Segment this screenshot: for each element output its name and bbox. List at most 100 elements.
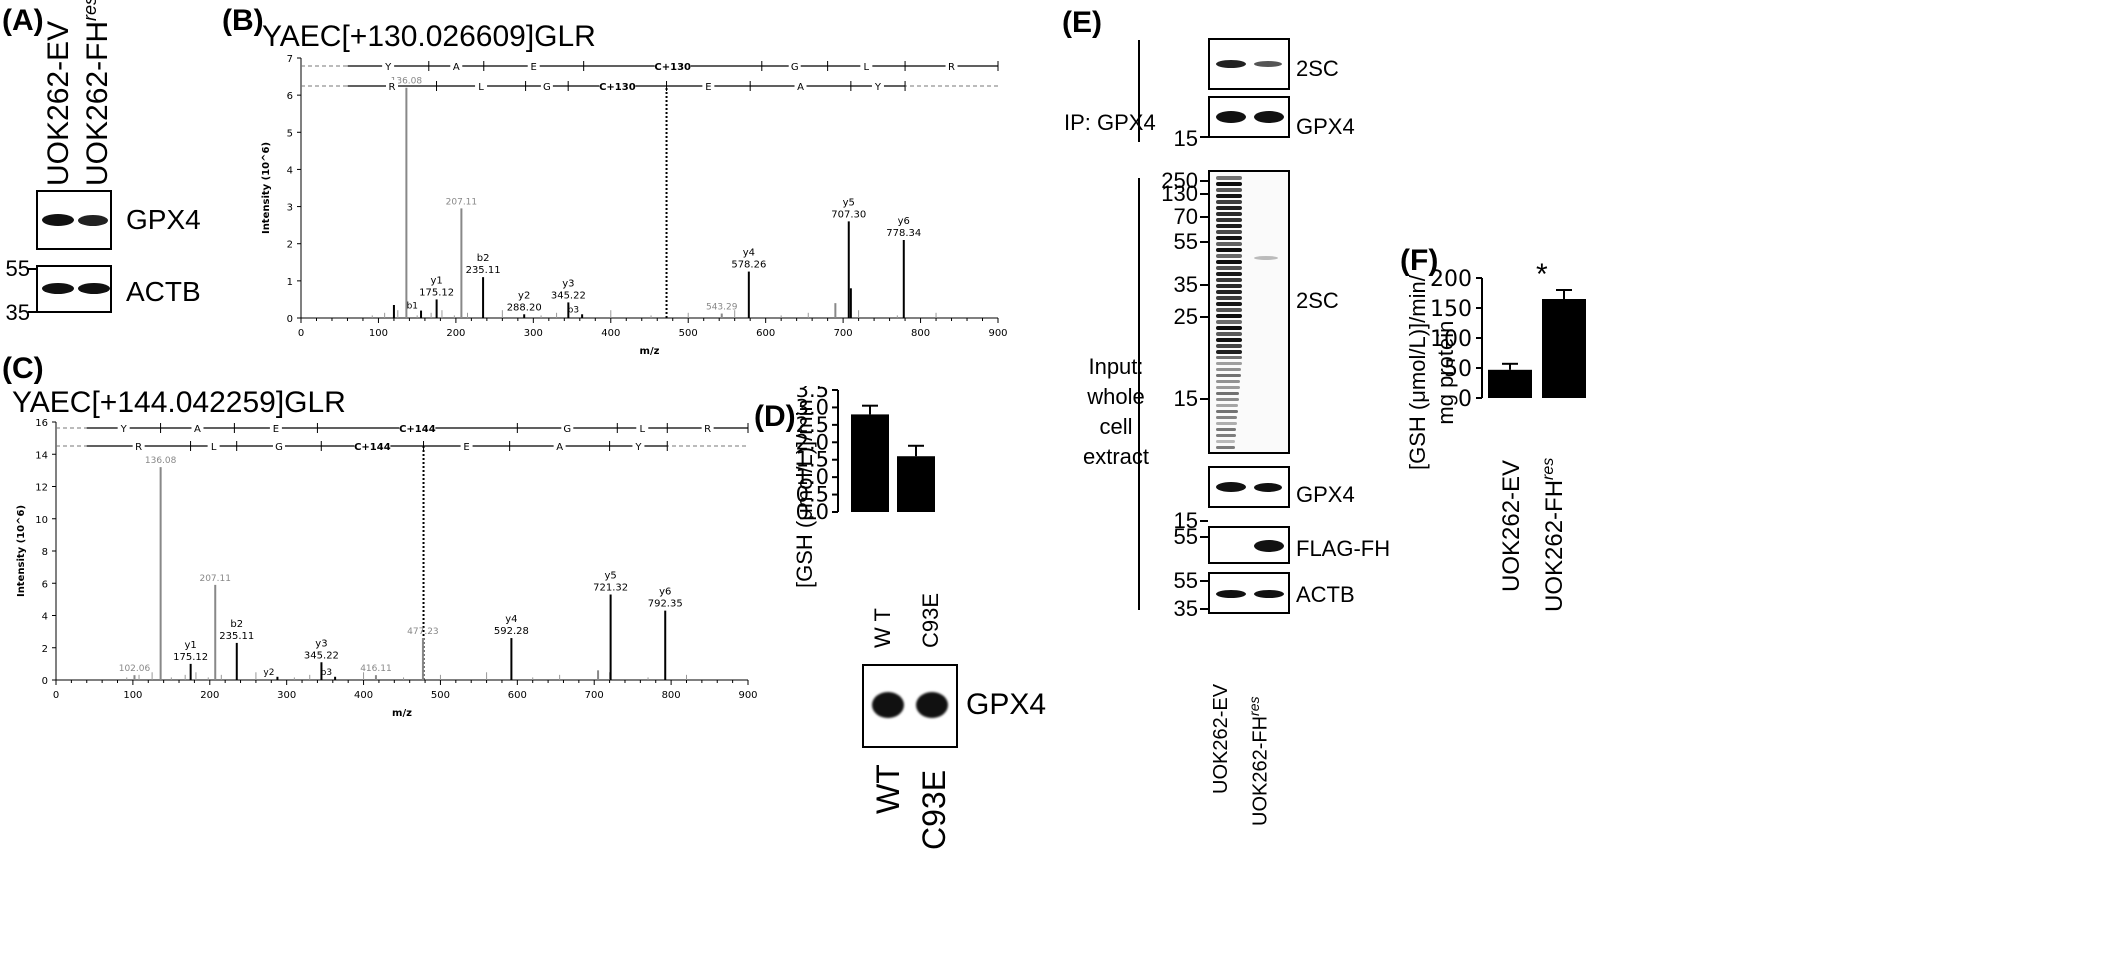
sequence-residue-bg: [794, 80, 807, 92]
panel-e-input-mw-tick: [1200, 284, 1208, 286]
sequence-residue-bg: [207, 440, 220, 452]
peak-label: y4: [743, 248, 755, 259]
peak-label: y2: [518, 290, 530, 301]
smear-band: [1216, 362, 1242, 365]
smear-band: [1216, 440, 1235, 443]
x-tick-label: 300: [277, 690, 296, 701]
x-tick-label: 200: [446, 328, 465, 339]
x-axis-label: m/z: [392, 708, 412, 719]
smear-band: [1216, 236, 1242, 240]
sequence-residue-bg: [460, 440, 473, 452]
smear-band: [1216, 326, 1242, 330]
smear-band: [1216, 194, 1242, 198]
sequence-residue-bg: [354, 440, 391, 452]
peak-label: 578.26: [731, 260, 766, 271]
panel-e-input-mw-label: 55: [1173, 229, 1198, 254]
bar: [1542, 299, 1586, 398]
smear-band: [1216, 218, 1242, 222]
smear-band: [1216, 350, 1242, 354]
panel-d-ylabel: [GSH (μmol/L)]/min: [792, 399, 817, 588]
sequence-residue: L: [478, 82, 484, 93]
x-tick-label: 400: [354, 690, 373, 701]
y-tick-label: 150: [1430, 297, 1472, 322]
panel-d-chart: 0.00.51.01.52.02.53.03.5: [796, 386, 935, 524]
x-tick-label: 900: [988, 328, 1007, 339]
x-tick-label: 800: [911, 328, 930, 339]
panel-a-gpx4-blot: [36, 190, 112, 250]
sequence-residue: R: [389, 82, 396, 93]
sequence-residue-bg: [702, 80, 715, 92]
sequence-residue-bg: [599, 80, 636, 92]
sequence-residue-bg: [475, 80, 488, 92]
panel-d-gpx4-label: GPX4: [966, 688, 1047, 721]
y-tick-label: 0: [1458, 387, 1472, 412]
smear-band: [1216, 212, 1242, 216]
panel-d-sig: *: [922, 470, 935, 506]
panel-d-gpx4-blot: [862, 664, 958, 748]
sequence-residue: G: [791, 62, 799, 73]
sequence-residue: Y: [634, 442, 642, 453]
peak-label: 477.23: [407, 627, 439, 637]
panel-e-ip-bracket: [1138, 40, 1140, 142]
sequence-residue: E: [705, 82, 711, 93]
panel-a-actb-label: ACTB: [126, 276, 201, 307]
x-tick-label: 100: [369, 328, 388, 339]
panel-e-ip-2sc-label: 2SC: [1296, 56, 1339, 81]
peak-label: 207.11: [446, 197, 478, 207]
y-tick-label: 7: [287, 54, 293, 65]
x-tick-label: 300: [524, 328, 543, 339]
y-tick-label: 4: [42, 612, 48, 623]
sequence-residue-bg: [527, 60, 540, 72]
sequence-residue-bg: [450, 60, 463, 72]
panel-e-lane-fhres: UOK262-FHres: [1246, 696, 1272, 826]
smear-band: [1216, 308, 1242, 312]
panel-c-spectrum: 0 2 4 6 8 10 12 14 16 0 100 200 300 400 500 600 700 800 90…: [16, 418, 758, 719]
smear-band: [1216, 242, 1242, 246]
smear-band: [1216, 266, 1242, 270]
smear-band: [1216, 278, 1242, 282]
panel-c-title: YAEC[+144.042259]GLR: [12, 386, 346, 419]
sequence-residue: L: [639, 424, 645, 435]
y-tick-label: 6: [287, 91, 293, 102]
smear-band: [1216, 434, 1236, 437]
y-tick-label: 3: [287, 203, 293, 214]
peak-label: 136.08: [391, 77, 423, 87]
sequence-residue-bg: [945, 60, 958, 72]
panel-a-mw-55: 55: [5, 256, 30, 281]
smear-band: [1216, 398, 1239, 401]
sequence-residue: G: [543, 82, 551, 93]
sequence-residue-bg: [636, 422, 649, 434]
smear-band: [1216, 338, 1242, 342]
peak-label: 721.32: [593, 583, 628, 594]
bar: [1488, 369, 1532, 398]
x-tick-label: 800: [662, 690, 681, 701]
panel-e-input-bracket: [1138, 178, 1140, 610]
smear-band: [1216, 254, 1242, 258]
panel-e-ip-label: IP: GPX4: [1064, 110, 1156, 135]
peak-label: y6: [659, 587, 671, 598]
sequence-residue-bg: [553, 440, 566, 452]
smear-band: [1216, 380, 1240, 383]
sequence-residue: C+144: [354, 442, 391, 453]
smear-band: [1216, 290, 1242, 294]
sequence-residue-bg: [540, 80, 553, 92]
y-tick-label: 3.0: [796, 395, 829, 419]
x-tick-label: 600: [756, 328, 775, 339]
panel-c-label: (C): [2, 352, 44, 385]
panel-e-input-mw-tick: [1200, 316, 1208, 318]
smear-band: [1216, 404, 1238, 407]
y-tick-label: 0.0: [796, 500, 829, 524]
smear-band: [1216, 200, 1242, 204]
peak-label: y5: [604, 571, 616, 582]
sequence-residue: A: [194, 424, 201, 435]
smear-band: [1216, 410, 1238, 413]
smear-band: [1216, 428, 1236, 431]
panel-f-ylabel: [GSH (μmol/L)]/min/ mg protein: [1405, 275, 1458, 470]
peak-label: y4: [505, 614, 517, 625]
peak-label: b3: [568, 305, 579, 315]
panel-a-actb-blot: [36, 265, 112, 313]
sequence-residue: A: [797, 82, 804, 93]
peak-label: 778.34: [886, 228, 921, 239]
panel-e-input-mw-label: 25: [1173, 304, 1198, 329]
sequence-residue: C+130: [599, 82, 636, 93]
